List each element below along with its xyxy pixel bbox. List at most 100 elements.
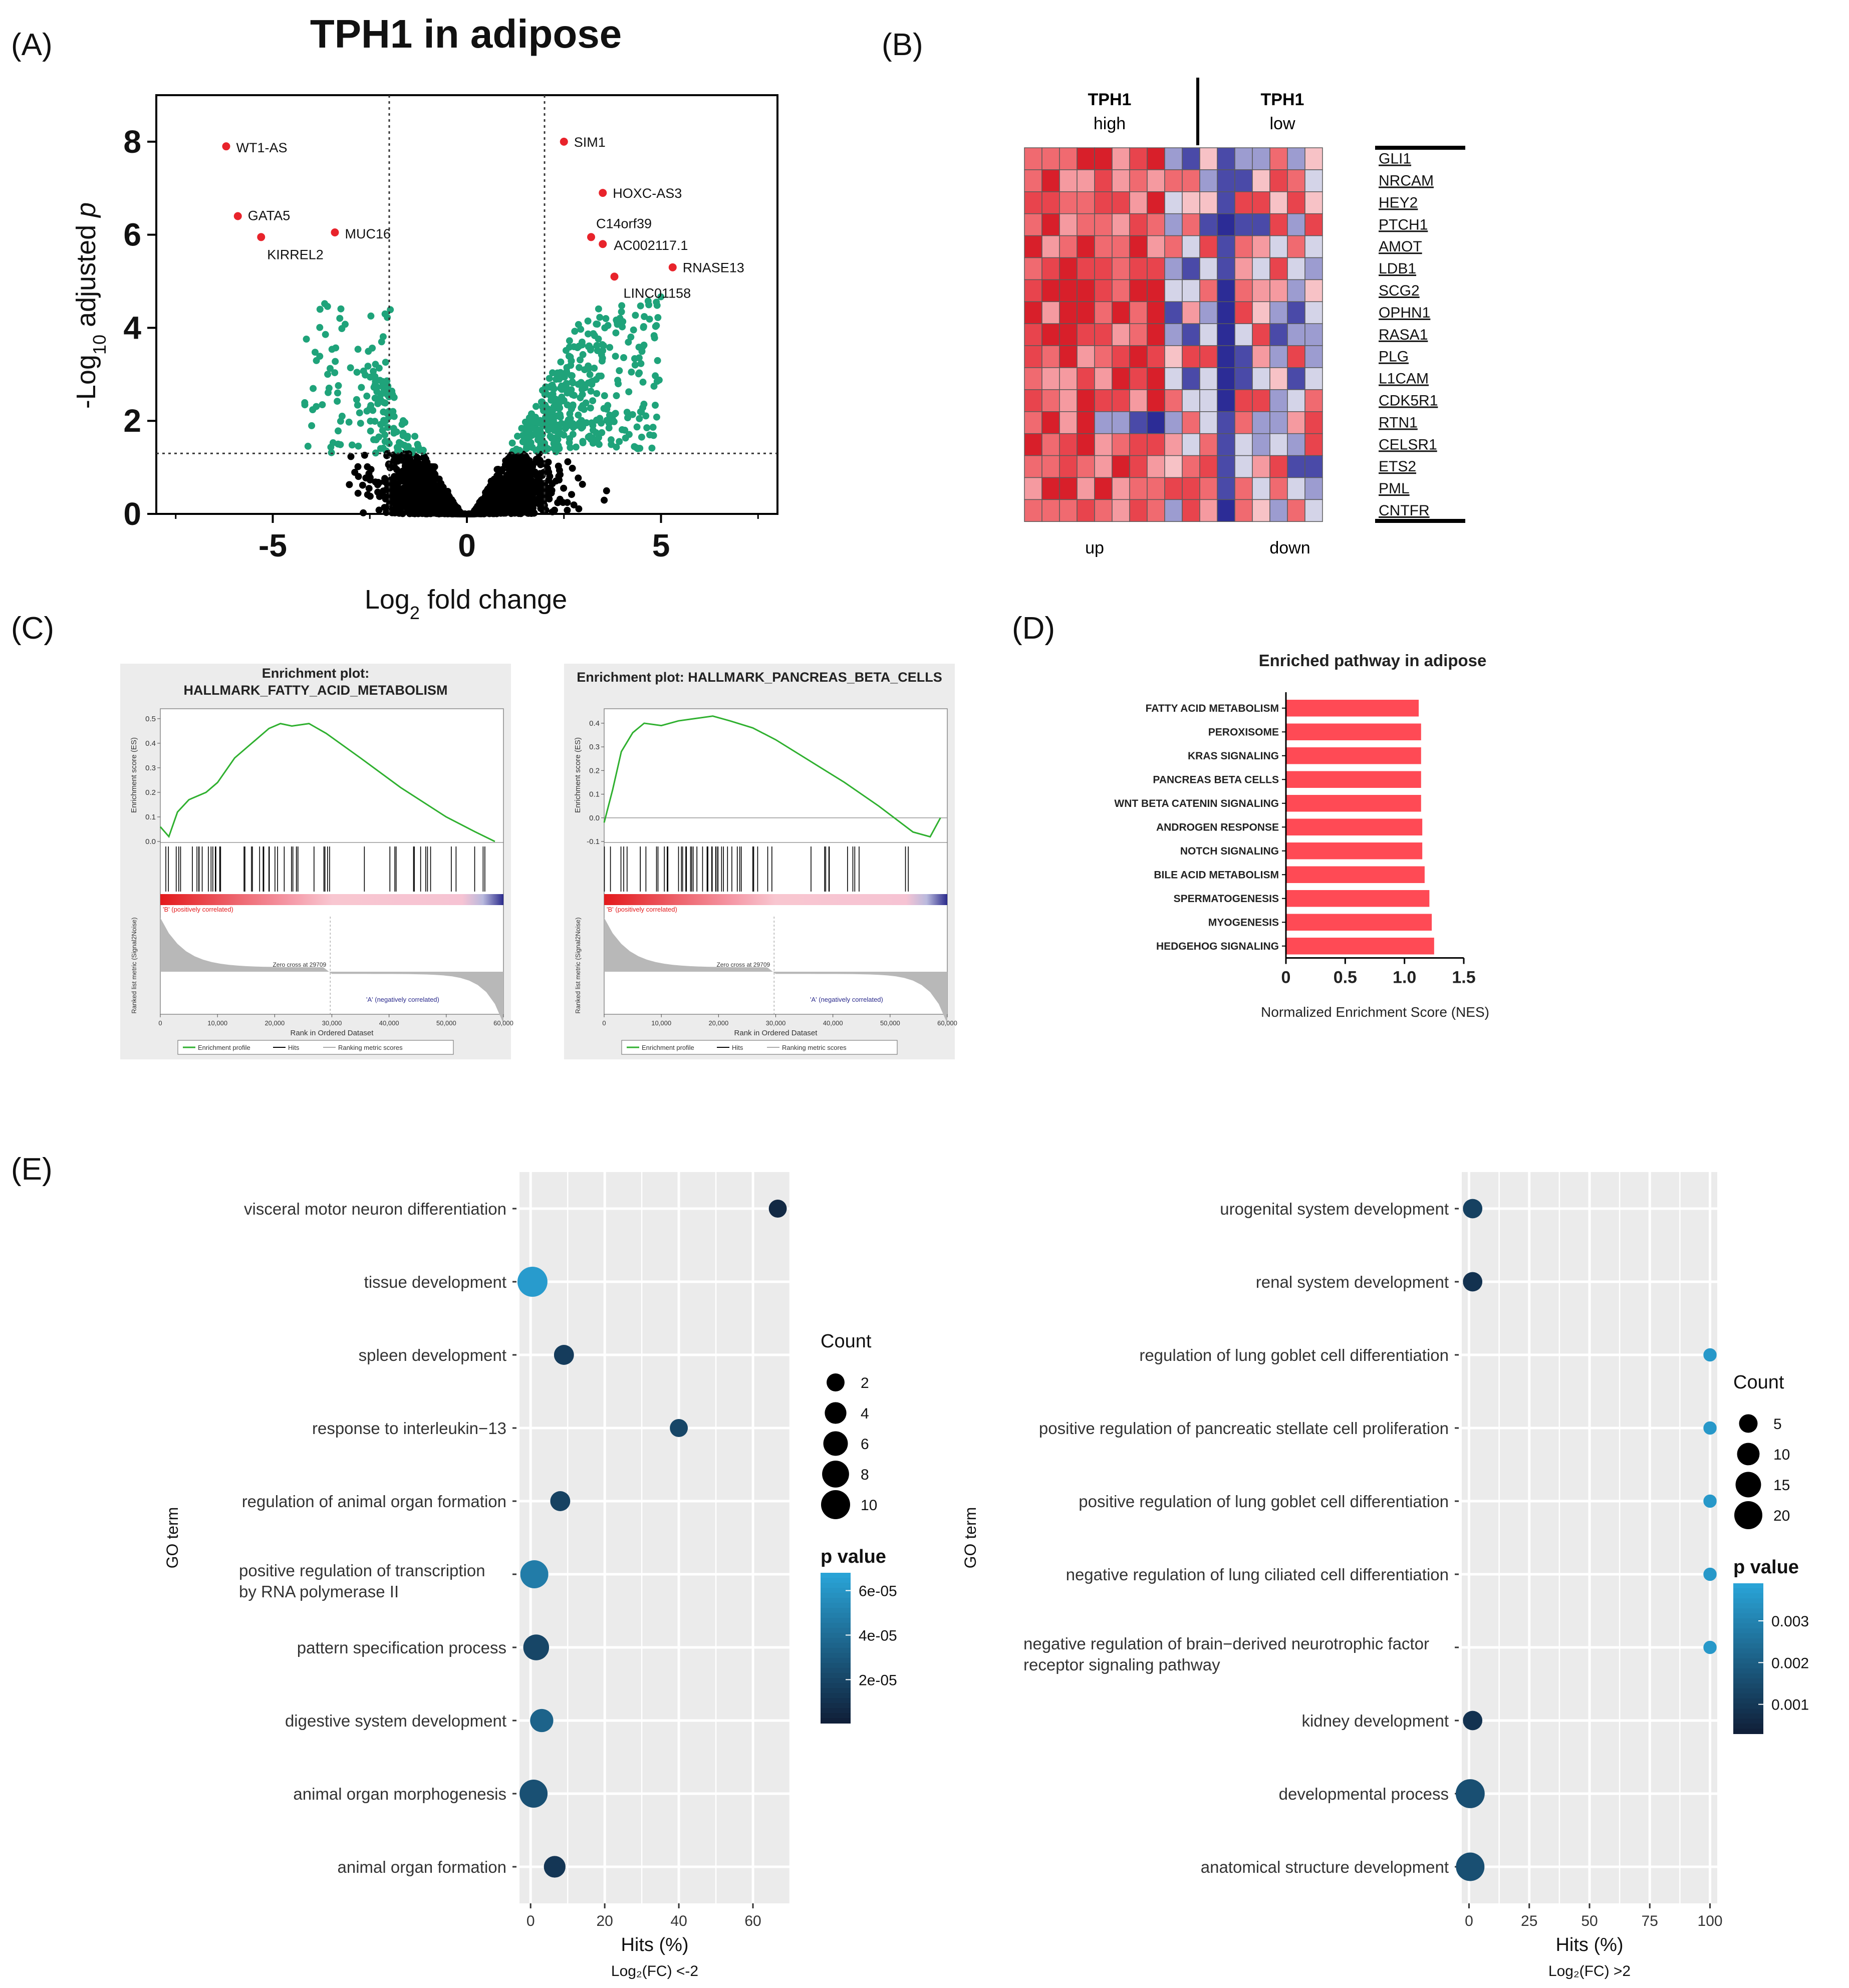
heatmap-cell: [1269, 257, 1288, 280]
heatmap-cell: [1129, 301, 1148, 324]
volcano-point: [375, 506, 383, 514]
volcano-point: [354, 463, 362, 470]
volcano-top-point: [587, 233, 595, 241]
volcano-point: [538, 430, 546, 438]
heatmap-cell: [1199, 191, 1218, 214]
volcano-point: [628, 368, 635, 376]
heatmap-cell: [1094, 257, 1113, 280]
volcano-point: [569, 464, 576, 472]
volcano-point: [380, 444, 387, 452]
heatmap-group-high-line2: high: [1094, 114, 1126, 133]
volcano-point: [633, 423, 641, 431]
volcano-top-point: [233, 212, 242, 220]
heatmap-cell: [1164, 257, 1183, 280]
go-term-label: tissue development: [364, 1273, 506, 1291]
volcano-point: [646, 431, 653, 439]
heatmap-cell: [1112, 191, 1130, 214]
volcano-point: [619, 318, 627, 325]
heatmap-cell: [1234, 411, 1253, 434]
go-color-legend-swatch: [1733, 1638, 1763, 1644]
go-dot: [1463, 1711, 1483, 1731]
heatmap-cell: [1304, 345, 1323, 368]
volcano-point-label: KIRREL2: [267, 247, 324, 262]
go-color-legend-swatch: [821, 1638, 851, 1643]
volcano-point: [579, 423, 587, 431]
heatmap-gene-label: L1CAM: [1379, 371, 1429, 387]
volcano-point: [575, 411, 582, 419]
heatmap-cell: [1217, 279, 1235, 303]
volcano-point: [564, 499, 571, 506]
heatmap-cell: [1164, 367, 1183, 390]
volcano-point: [595, 335, 602, 343]
heatmap-cell: [1199, 279, 1218, 303]
heatmap-cell: [1094, 367, 1113, 390]
go-xtick-label: 50: [1581, 1913, 1598, 1929]
heatmap-cell: [1287, 433, 1305, 456]
go-size-legend-label: 15: [1773, 1477, 1790, 1494]
heatmap-cell: [1147, 279, 1165, 303]
volcano-point: [595, 305, 602, 313]
volcano-point: [371, 381, 379, 389]
heatmap-cell: [1094, 477, 1113, 500]
volcano-top-point: [222, 142, 230, 151]
go-color-legend-swatch: [821, 1693, 851, 1698]
heatmap-cell: [1252, 235, 1270, 258]
heatmap-cell: [1269, 279, 1288, 303]
volcano-point: [568, 491, 575, 498]
go-term-label: urogenital system development: [1220, 1200, 1449, 1218]
volcano-point: [560, 431, 568, 439]
gsea-ytick-label: -0.1: [587, 837, 600, 846]
heatmap-cell: [1269, 323, 1288, 346]
go-color-legend-swatch: [1733, 1608, 1763, 1614]
go-color-legend-swatch: [821, 1688, 851, 1693]
heatmap-cell: [1129, 499, 1148, 522]
heatmap-cell: [1304, 169, 1323, 192]
volcano-point: [545, 426, 552, 434]
heatmap-cell: [1269, 389, 1288, 412]
heatmap-cell: [1041, 235, 1060, 258]
heatmap-cell: [1287, 345, 1305, 368]
gsea-ytick-label: 0.4: [145, 739, 156, 748]
heatmap-cell: [1304, 411, 1323, 434]
nes-bar: [1286, 795, 1421, 812]
volcano-point: [534, 481, 542, 488]
nes-category-label: BILE ACID METABOLISM: [1154, 869, 1279, 881]
heatmap-gene-label: AMOT: [1379, 238, 1422, 255]
volcano-point: [386, 497, 394, 504]
volcano-point: [633, 444, 640, 452]
heatmap-cell: [1129, 235, 1148, 258]
go-color-legend-swatch: [1733, 1678, 1763, 1684]
go-ylabel: GO term: [163, 1507, 181, 1569]
volcano-point: [579, 439, 587, 446]
volcano-point: [586, 371, 594, 378]
volcano-point: [353, 369, 361, 376]
heatmap-gene-label: CDK5R1: [1379, 393, 1438, 409]
heatmap-gene-label: RTN1: [1379, 414, 1418, 431]
volcano-point: [603, 487, 610, 494]
heatmap-cell: [1182, 279, 1200, 303]
heatmap-cell: [1164, 301, 1183, 324]
volcano-point: [360, 367, 367, 375]
volcano-point: [490, 475, 498, 483]
go-color-legend-swatch: [821, 1708, 851, 1714]
heatmap-cell: [1077, 433, 1095, 456]
heatmap-cell: [1269, 433, 1288, 456]
volcano-point: [357, 420, 364, 427]
volcano-point: [338, 325, 346, 332]
heatmap-cell: [1112, 213, 1130, 236]
volcano-point: [630, 326, 637, 334]
volcano-point: [332, 344, 340, 352]
volcano-point: [367, 466, 375, 473]
volcano-point: [334, 398, 341, 405]
heatmap-cell: [1041, 367, 1060, 390]
heatmap-cell: [1024, 323, 1042, 346]
volcano-point: [551, 395, 559, 403]
volcano-point: [550, 422, 557, 429]
heatmap-cell: [1164, 411, 1183, 434]
heatmap-cell: [1094, 235, 1113, 258]
volcano-point: [638, 433, 645, 441]
go-color-legend-swatch: [821, 1683, 851, 1688]
heatmap-cell: [1252, 301, 1270, 324]
heatmap-cell: [1252, 169, 1270, 192]
